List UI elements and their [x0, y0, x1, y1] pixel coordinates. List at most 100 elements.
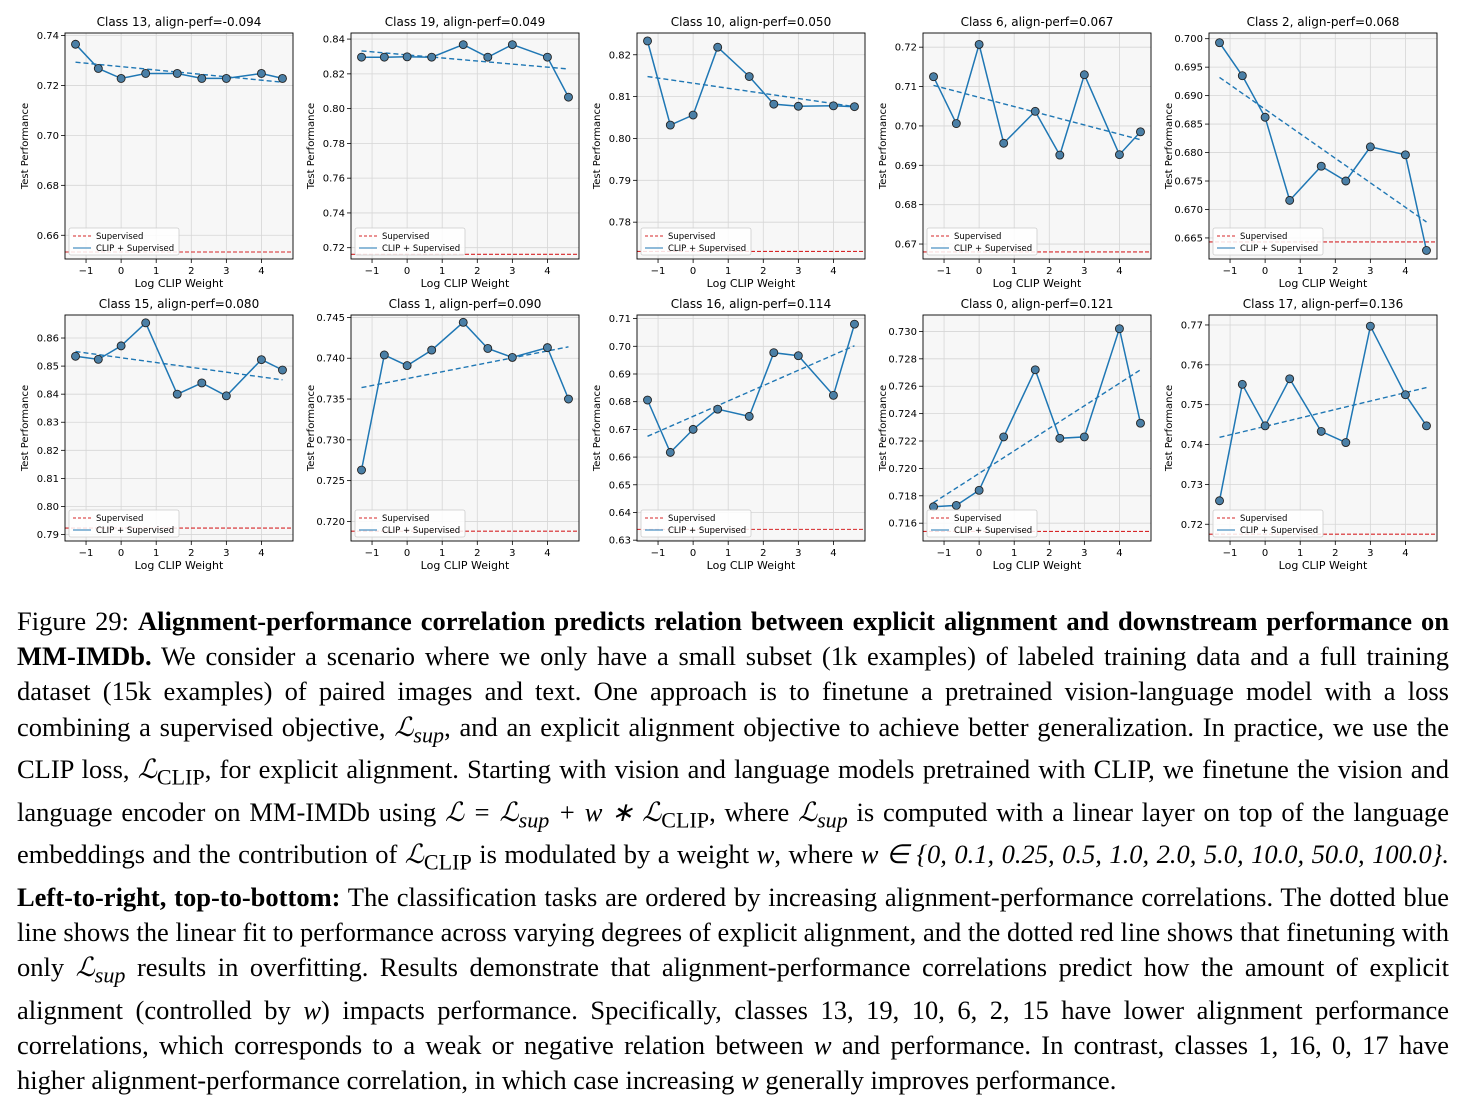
y-tick-label: 0.720 — [888, 464, 917, 475]
data-point — [1341, 176, 1351, 186]
x-tick-label: 0 — [404, 548, 410, 559]
data-point — [1055, 433, 1065, 443]
data-point — [665, 120, 675, 130]
data-point — [458, 40, 468, 50]
legend-label: Supervised — [382, 232, 429, 242]
y-tick-label: 0.68 — [895, 200, 917, 211]
x-tick-label: 3 — [223, 266, 229, 277]
caption-label: Figure 29: — [17, 606, 130, 636]
y-tick-label: 0.73 — [1181, 480, 1203, 491]
y-tick-label: 0.72 — [323, 243, 345, 254]
x-tick-label: 2 — [188, 266, 194, 277]
x-tick-label: 0 — [690, 548, 696, 559]
data-point — [643, 395, 652, 405]
caption-text-6: is modulated by a weight — [479, 839, 750, 870]
math-sub: sup — [817, 806, 848, 832]
data-point — [172, 389, 182, 399]
y-tick-label: 0.78 — [609, 218, 631, 229]
data-point — [278, 73, 287, 83]
y-tick-label: 0.66 — [37, 231, 59, 242]
x-tick-label: 1 — [153, 266, 159, 277]
legend-label: Supervised — [96, 232, 143, 242]
chart-title: Class 2, align-perf=0.068 — [1247, 15, 1400, 29]
caption-text-12: generally improves performance. — [765, 1064, 1117, 1095]
data-point — [542, 52, 552, 62]
data-point — [1079, 432, 1089, 442]
data-point — [1422, 421, 1431, 431]
plot-area — [923, 315, 1151, 541]
x-tick-label: 4 — [544, 266, 550, 277]
x-tick-label: −1 — [365, 548, 380, 559]
fit-line — [647, 75, 855, 108]
x-tick-label: 0 — [118, 548, 124, 559]
data-point — [483, 344, 493, 353]
chart-panel: 0.63 0.64 0.65 0.66 0.67 0.68 0.69 0.70 0.71 −1 0 1… — [592, 297, 866, 572]
data-point — [278, 365, 287, 375]
y-tick-label: 0.74 — [323, 208, 345, 219]
chart-title: Class 19, align-perf=0.049 — [385, 15, 545, 29]
y-tick-label: 0.735 — [316, 395, 345, 406]
x-tick-label: −1 — [79, 548, 94, 559]
math-set: w ∈ {0, 0.1, 0.25, 0.5, 1.0, 2.0, 5.0, 1… — [860, 839, 1449, 870]
chart-panel: 0.78 0.79 0.80 0.81 0.82 −1 0 1 2 3 4 Class 10, ali… — [592, 15, 866, 290]
axes-frame — [350, 314, 580, 542]
y-tick-label: 0.740 — [316, 354, 345, 365]
y-tick-label: 0.74 — [1181, 440, 1203, 451]
legend-label: Supervised — [382, 514, 429, 524]
data-point — [1030, 365, 1040, 375]
math-l: ℒ — [394, 711, 414, 742]
math-w: w — [741, 1064, 759, 1095]
y-axis-label: Test Performance — [878, 103, 889, 190]
data-point — [793, 101, 803, 111]
y-tick-label: 0.75 — [1181, 400, 1203, 411]
chart-title: Class 6, align-perf=0.067 — [961, 15, 1114, 29]
data-point — [1237, 71, 1247, 81]
x-tick-label: 2 — [760, 266, 766, 277]
chart-panel: 0.716 0.718 0.720 0.722 0.724 0.726 0.728 0.730… — [878, 297, 1152, 572]
y-tick-label: 0.745 — [316, 313, 345, 324]
x-tick-label: 3 — [1367, 548, 1373, 559]
x-tick-label: 4 — [830, 548, 836, 559]
y-tick-label: 0.81 — [37, 474, 59, 485]
data-point — [665, 447, 675, 457]
y-axis-label: Test Performance — [878, 385, 889, 472]
data-point — [458, 317, 468, 327]
data-point — [1055, 150, 1065, 160]
y-tick-label: 0.70 — [609, 342, 631, 353]
data-point — [1260, 421, 1270, 431]
data-point — [1114, 150, 1124, 160]
y-tick-label: 0.685 — [1174, 120, 1203, 131]
data-point — [688, 110, 698, 120]
y-tick-label: 0.730 — [888, 327, 917, 338]
y-tick-label: 0.720 — [316, 517, 345, 528]
math-equation-mid: + w ∗ ℒ — [549, 796, 662, 827]
y-tick-label: 0.675 — [1174, 177, 1203, 188]
legend-label: CLIP + Supervised — [1240, 244, 1318, 254]
legend-box — [640, 509, 752, 538]
y-tick-label: 0.718 — [888, 491, 917, 502]
x-tick-label: 0 — [1262, 548, 1268, 559]
y-tick-label: 0.716 — [888, 519, 917, 530]
data-point — [713, 42, 723, 52]
y-tick-label: 0.728 — [888, 354, 917, 365]
math-sub: CLIP — [661, 806, 710, 832]
caption-text-9: results in overfitting. Results demonstr… — [17, 952, 1450, 1025]
x-tick-label: −1 — [651, 548, 666, 559]
legend-label: CLIP + Supervised — [668, 526, 746, 536]
math-l: ℒ — [404, 839, 424, 870]
y-axis-label: Test Performance — [306, 385, 317, 472]
x-tick-label: 2 — [1332, 266, 1338, 277]
caption-text-1: We consider a scenario where we only hav… — [17, 641, 1449, 742]
fit-line — [75, 350, 283, 381]
chart-title: Class 0, align-perf=0.121 — [961, 297, 1114, 311]
legend-label: CLIP + Supervised — [382, 526, 460, 536]
data-point — [828, 390, 838, 400]
chart-panel: 0.79 0.80 0.81 0.82 0.83 0.84 0.85 0.86 −1 0 1 2 3 4 C… — [20, 297, 294, 572]
y-tick-label: 0.730 — [316, 435, 345, 446]
legend-label: CLIP + Supervised — [954, 244, 1032, 254]
y-tick-label: 0.71 — [609, 314, 631, 325]
data-point — [1422, 246, 1431, 255]
y-tick-label: 0.670 — [1174, 205, 1203, 216]
math-sub: sup — [94, 962, 126, 988]
caption-text-10: ) impacts performance. Specifically, cla… — [17, 994, 1450, 1060]
